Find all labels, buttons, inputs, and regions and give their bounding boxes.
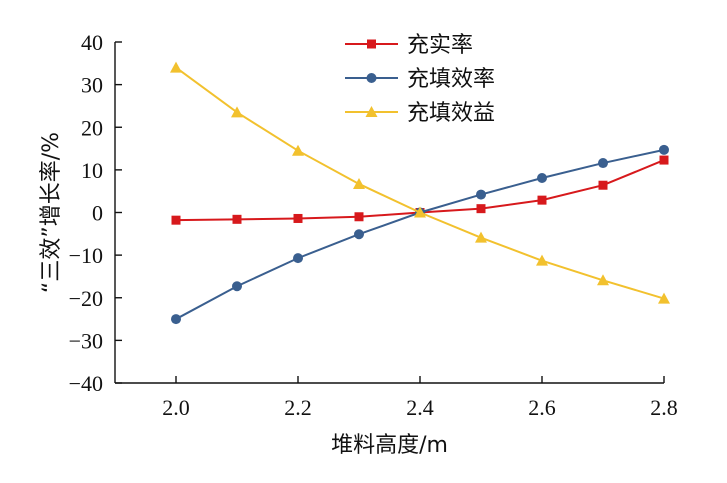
- y-tick-label: 0: [92, 201, 103, 226]
- series-layer: [170, 61, 670, 325]
- x-tick-label: 2.8: [650, 395, 678, 420]
- y-axis-title: “三效”增长率/%: [39, 132, 64, 293]
- x-tick-label: 2.2: [284, 395, 312, 420]
- data-point: [537, 195, 547, 205]
- data-point: [170, 61, 182, 73]
- series-3: [170, 61, 670, 304]
- data-point: [292, 144, 304, 156]
- data-point: [414, 206, 426, 218]
- data-point: [293, 213, 303, 223]
- legend-item: 充实率: [345, 33, 473, 58]
- y-axis-ticks: 40 30 20 10 0 −10 −20 −30 −40: [69, 30, 122, 396]
- data-point: [353, 177, 365, 189]
- legend-label: 充填效率: [407, 67, 495, 92]
- y-tick-label: 10: [81, 158, 103, 183]
- data-point: [475, 231, 487, 243]
- y-tick-label: −20: [69, 286, 103, 311]
- y-tick-label: 40: [81, 30, 103, 55]
- data-point: [598, 158, 608, 169]
- series-line: [175, 148, 665, 320]
- data-point: [232, 214, 242, 224]
- legend-item: 充填效率: [345, 67, 495, 92]
- data-point: [171, 215, 181, 225]
- y-tick-label: 30: [81, 73, 103, 98]
- legend-swatch-marker: [365, 106, 378, 117]
- y-tick-label: −10: [69, 243, 103, 268]
- x-axis-ticks: 2.0 2.2 2.4 2.6 2.8: [162, 376, 678, 420]
- x-tick-label: 2.6: [528, 395, 556, 420]
- series-2: [171, 144, 669, 325]
- data-point: [231, 106, 243, 118]
- y-tick-label: −30: [69, 328, 103, 353]
- legend-label: 充实率: [407, 33, 473, 58]
- legend-item: 充填效益: [345, 101, 495, 126]
- data-point: [597, 274, 609, 286]
- legend-swatch-marker: [367, 39, 376, 49]
- data-point: [354, 229, 364, 240]
- data-point: [476, 204, 486, 214]
- data-point: [537, 172, 547, 183]
- data-point: [598, 180, 608, 190]
- data-point: [659, 155, 669, 165]
- data-point: [659, 144, 669, 155]
- data-point: [293, 253, 303, 264]
- data-point: [354, 212, 364, 222]
- axes: [114, 42, 664, 384]
- y-tick-label: 20: [81, 115, 103, 140]
- data-point: [171, 314, 181, 325]
- data-point: [658, 292, 670, 304]
- data-point: [476, 189, 486, 200]
- data-point: [232, 281, 242, 292]
- legend-swatch-marker: [366, 73, 377, 83]
- x-axis-title: 堆料高度/m: [331, 433, 448, 458]
- y-tick-label: −40: [69, 371, 103, 396]
- legend-label: 充填效益: [407, 101, 495, 126]
- x-tick-label: 2.0: [162, 395, 190, 420]
- x-tick-label: 2.4: [406, 395, 434, 420]
- data-point: [536, 254, 548, 266]
